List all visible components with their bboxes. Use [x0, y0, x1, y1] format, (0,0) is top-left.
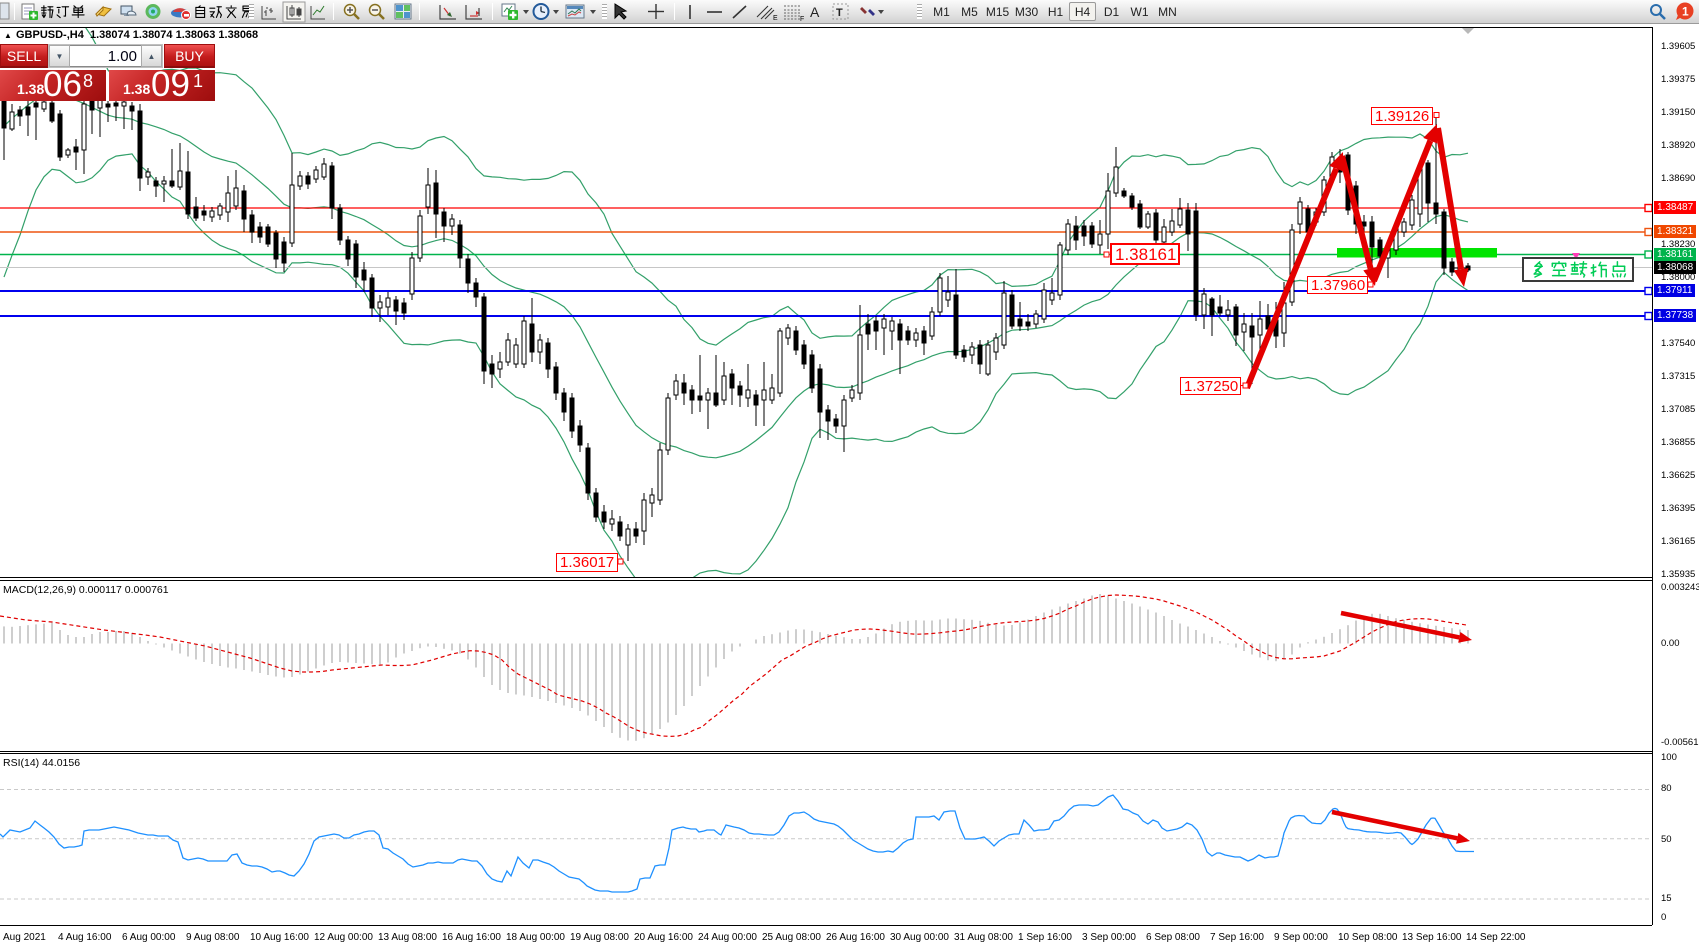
svg-text:1: 1 — [1682, 5, 1689, 19]
svg-text:T: T — [836, 7, 843, 19]
svg-text:E: E — [773, 15, 778, 22]
svg-text:F: F — [800, 16, 804, 23]
svg-text:A: A — [810, 4, 820, 20]
